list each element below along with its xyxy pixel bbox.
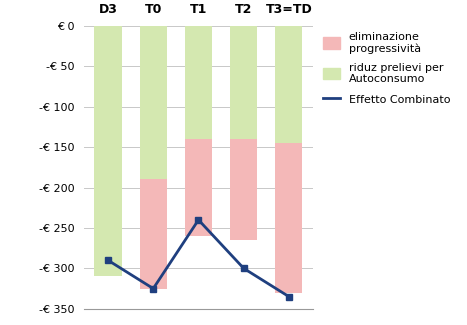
Bar bbox=[185, 26, 212, 139]
Bar bbox=[140, 179, 167, 289]
Bar bbox=[276, 26, 303, 143]
Bar bbox=[185, 139, 212, 236]
Bar bbox=[276, 143, 303, 292]
Bar bbox=[230, 139, 257, 240]
Legend: eliminazione
progressività, riduz prelievi per
Autoconsumo, Effetto Combinato: eliminazione progressività, riduz prelie… bbox=[323, 32, 450, 105]
Bar bbox=[230, 26, 257, 139]
Bar bbox=[140, 26, 167, 277]
Bar bbox=[94, 26, 121, 277]
